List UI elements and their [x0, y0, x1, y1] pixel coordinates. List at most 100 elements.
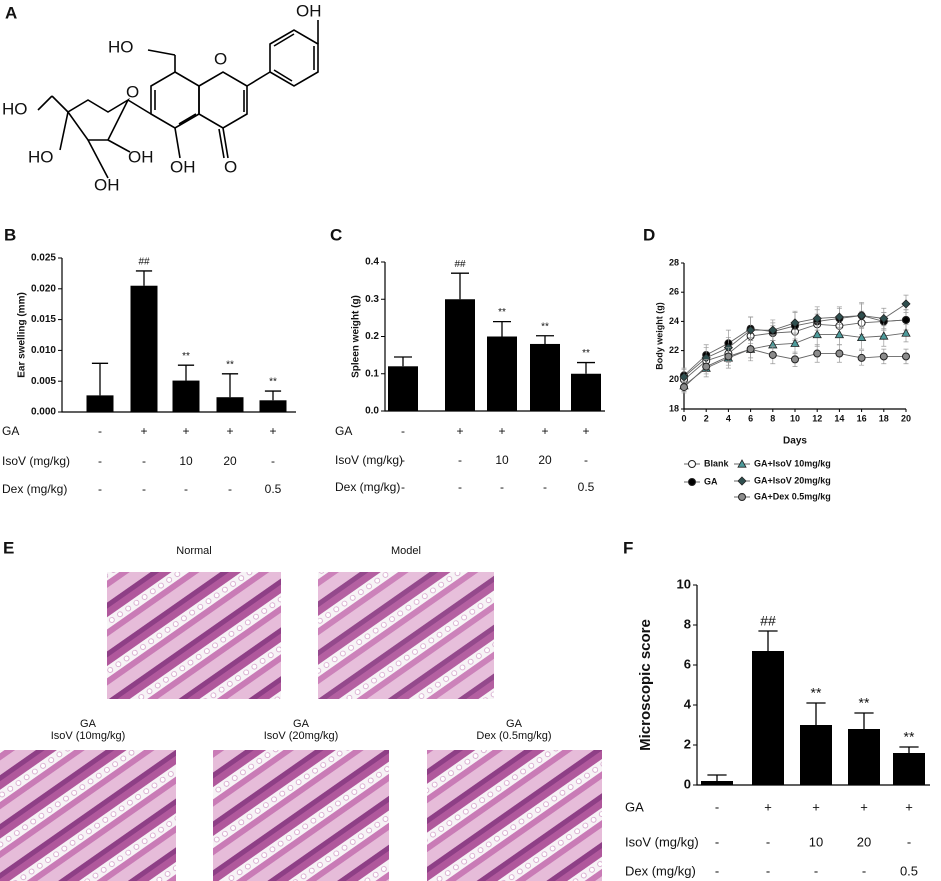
error-bar	[493, 320, 511, 337]
panel-label: A	[5, 3, 17, 22]
x-tick-label: 6	[748, 413, 753, 423]
y-tick-label: 0.005	[31, 376, 56, 387]
condition-label: GA	[335, 424, 352, 438]
condition-label: GA	[2, 424, 19, 438]
condition-value: -	[766, 863, 770, 878]
panel-label: B	[4, 225, 16, 244]
condition-value: -	[907, 834, 911, 849]
legend-label: GA+IsoV 20mg/kg	[754, 475, 831, 485]
image-caption: GA	[293, 718, 310, 730]
image-caption: Dex (0.5mg/kg)	[476, 730, 551, 742]
marker	[901, 328, 911, 337]
atom-label: OH	[296, 1, 322, 20]
atom-label: OH	[170, 157, 196, 176]
marker	[857, 310, 867, 321]
marker	[768, 350, 777, 359]
condition-value: +	[905, 799, 913, 814]
condition-value: +	[498, 424, 505, 438]
marker	[812, 329, 822, 339]
x-tick-label: 14	[834, 413, 844, 423]
marker	[879, 331, 889, 340]
y-axis-label: Ear swelling (mm)	[17, 292, 28, 378]
x-tick-label: 2	[704, 413, 709, 423]
x-tick-label: 16	[857, 413, 867, 423]
significance-label: **	[541, 321, 549, 332]
image-caption: IsoV (10mg/kg)	[51, 730, 126, 742]
atom-label: O	[224, 157, 237, 176]
condition-value: +	[140, 424, 147, 438]
image-caption: Model	[391, 545, 421, 557]
condition-value: 10	[809, 834, 823, 849]
marker	[746, 345, 755, 354]
y-tick-label: 0.1	[365, 368, 379, 379]
condition-value: -	[500, 480, 504, 494]
y-tick-label: 0.000	[31, 407, 56, 418]
y-tick-label: 4	[684, 696, 692, 711]
panel-label: E	[3, 538, 14, 557]
significance-label: **	[859, 695, 870, 711]
y-tick-label: 0.2	[365, 331, 379, 342]
y-tick-label: 0	[684, 776, 691, 791]
legend-label: Blank	[704, 458, 730, 468]
condition-value: -	[98, 424, 102, 438]
atom-label: O	[214, 49, 227, 68]
significance-label: ##	[760, 613, 776, 629]
legend-marker	[738, 493, 746, 501]
atom-label: OH	[128, 147, 154, 166]
atom-label: HO	[28, 147, 54, 166]
x-axis-label: Days	[783, 436, 807, 447]
legend-marker	[737, 459, 747, 468]
y-tick-label: 0.015	[31, 314, 56, 325]
bar	[172, 380, 200, 412]
condition-value: -	[543, 480, 547, 494]
y-tick-label: 2	[684, 736, 691, 751]
y-tick-label: 6	[684, 656, 691, 671]
significance-label: **	[904, 729, 915, 745]
condition-value: -	[766, 834, 770, 849]
condition-value: -	[98, 482, 102, 496]
condition-value: -	[401, 480, 405, 494]
bar	[388, 366, 418, 411]
x-tick-label: 8	[770, 413, 775, 423]
condition-value: 10	[495, 453, 509, 467]
condition-value: -	[401, 453, 405, 467]
marker	[791, 355, 799, 364]
marker	[834, 312, 844, 322]
atom-label: HO	[2, 99, 28, 118]
structure-bonds	[37, 20, 319, 179]
y-tick-label: 0.020	[31, 283, 56, 294]
error-bar	[536, 335, 554, 344]
significance-label: ##	[138, 257, 150, 268]
error-bar	[758, 630, 778, 651]
legend-marker	[688, 478, 696, 486]
bar	[800, 725, 832, 785]
marker	[812, 313, 822, 324]
condition-value: -	[271, 454, 275, 468]
significance-label: **	[226, 359, 234, 370]
panel-label: C	[330, 225, 342, 244]
image-caption: IsoV (20mg/kg)	[264, 730, 339, 742]
condition-value: +	[269, 424, 276, 438]
image-caption: GA	[80, 718, 97, 730]
y-tick-label: 0.025	[31, 253, 56, 264]
x-tick-label: 10	[790, 413, 800, 423]
condition-value: -	[814, 863, 818, 878]
condition-value: 10	[179, 454, 193, 468]
condition-value: +	[226, 424, 233, 438]
bar	[487, 336, 517, 411]
condition-label: Dex (mg/kg)	[625, 863, 696, 878]
condition-label: IsoV (mg/kg)	[335, 453, 403, 467]
error-bar	[394, 356, 412, 367]
y-tick-label: 20	[669, 374, 679, 384]
significance-label: **	[182, 351, 190, 362]
condition-value: +	[812, 799, 820, 814]
error-bar	[451, 272, 469, 300]
x-tick-label: 12	[812, 413, 822, 423]
significance-label: ##	[454, 259, 466, 270]
bar	[130, 285, 158, 412]
condition-value: -	[584, 453, 588, 467]
marker	[680, 383, 688, 392]
histology-images	[0, 572, 602, 881]
marker	[879, 352, 888, 361]
y-tick-label: 0.4	[365, 257, 379, 268]
